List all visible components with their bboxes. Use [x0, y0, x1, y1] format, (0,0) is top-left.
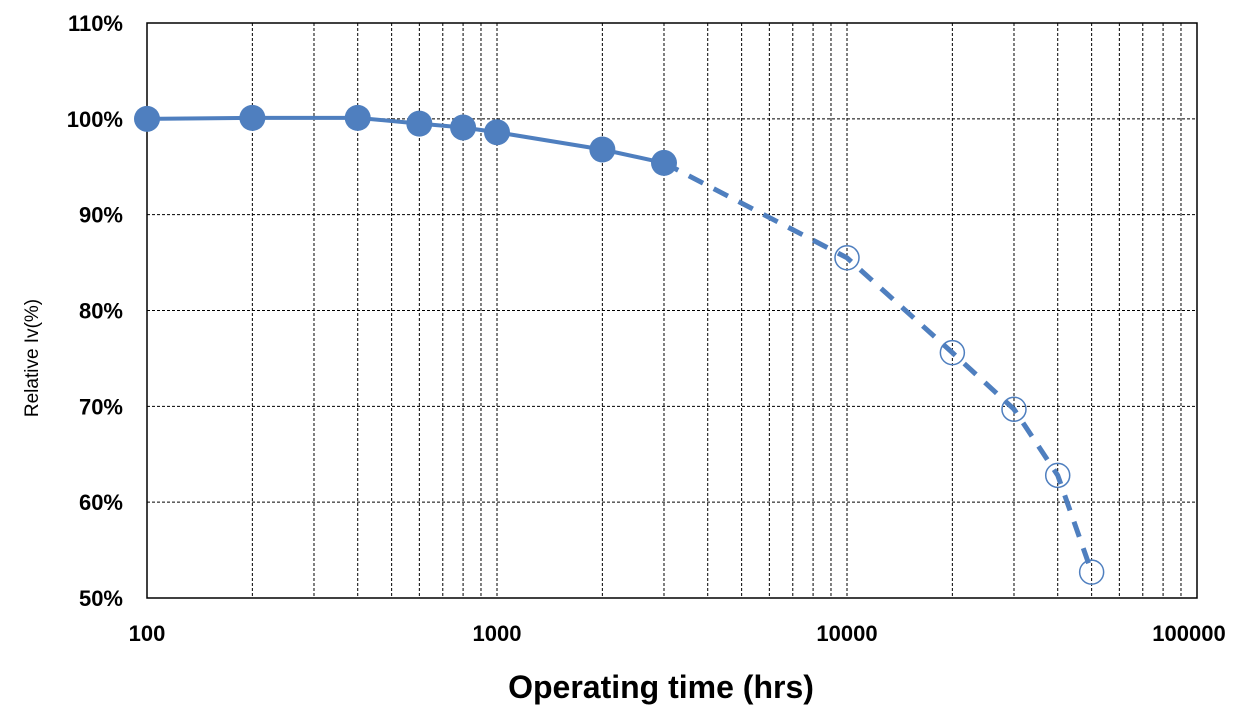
x-tick-labels: 100 1000 10000 100000: [129, 621, 1226, 646]
series-1-point: [134, 105, 160, 132]
grid-major: [147, 23, 1197, 598]
y-tick-label: 70%: [79, 394, 123, 419]
y-axis-title: Relative Iv(%): [22, 299, 43, 417]
x-tick-label: 100000: [1152, 621, 1225, 646]
grid-minor: [251, 23, 1182, 598]
series-1-point: [650, 149, 677, 176]
y-tick-label: 100%: [67, 107, 123, 132]
series-1-point: [589, 136, 616, 163]
y-tick-labels: 50% 60% 70% 80% 90% 100% 110%: [67, 11, 123, 611]
series-layer: [134, 104, 1105, 585]
series-2-point: [939, 339, 966, 366]
x-tick-label: 1000: [473, 621, 522, 646]
series-2-point: [834, 245, 860, 271]
series-1-point: [450, 114, 477, 141]
series-1-point: [239, 104, 266, 131]
y-tick-label: 110%: [68, 11, 123, 36]
y-tick-label: 90%: [79, 203, 123, 228]
x-tick-label: 10000: [816, 621, 877, 646]
series-1-point: [406, 110, 433, 137]
series-2-point: [1078, 559, 1105, 585]
y-tick-label: 60%: [79, 490, 123, 515]
x-tick-label: 100: [129, 621, 166, 646]
y-tick-label: 50%: [79, 586, 123, 611]
series-1-point: [344, 104, 371, 131]
series-2-line: [662, 160, 1094, 573]
y-tick-label: 80%: [79, 299, 123, 324]
series-2-point: [1044, 462, 1071, 489]
series-2-point: [1001, 396, 1027, 422]
series-1-line: [146, 115, 665, 165]
series-1-point: [484, 119, 510, 146]
x-axis-title: Operating time (hrs): [508, 669, 814, 705]
plot-frame: [146, 22, 1198, 599]
